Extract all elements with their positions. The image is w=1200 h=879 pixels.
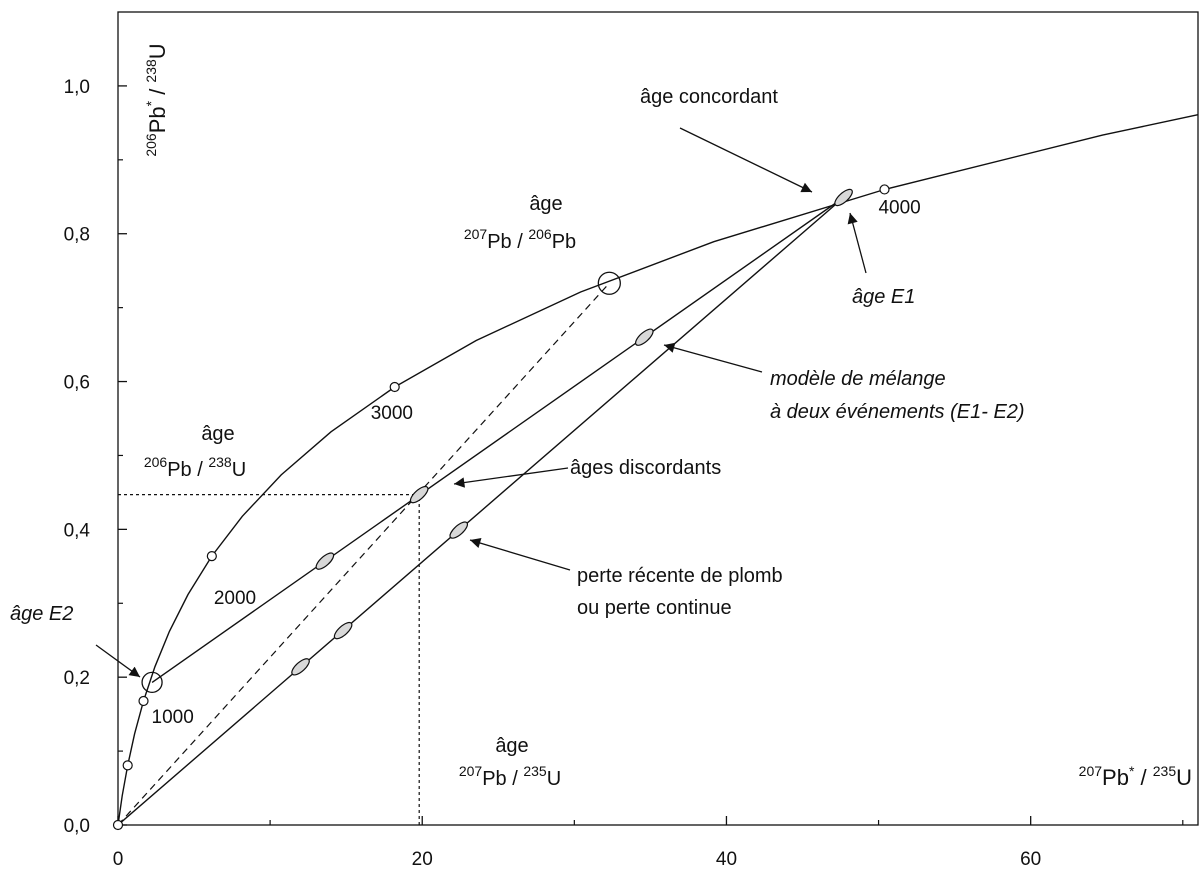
arrow bbox=[469, 538, 571, 571]
annotation: âge E1 bbox=[852, 286, 915, 308]
y-tick-label: 0,4 bbox=[64, 520, 91, 541]
text-part: 235 bbox=[1153, 763, 1177, 779]
annotation: âge bbox=[529, 193, 562, 215]
x-tick-label: 0 bbox=[113, 849, 124, 870]
text-part: 207 bbox=[459, 763, 483, 779]
text-part: Pb / bbox=[167, 459, 208, 481]
line-solid bbox=[151, 196, 845, 683]
x-tick-label: 60 bbox=[1020, 849, 1041, 870]
y-tick-label: 0,2 bbox=[64, 668, 90, 689]
large-point bbox=[597, 271, 621, 295]
x-tick-label: 20 bbox=[412, 849, 433, 870]
annotation: âge bbox=[495, 735, 528, 757]
age-label: 3000 bbox=[371, 403, 413, 424]
text-part: 235 bbox=[523, 763, 547, 779]
analysis-ellipse bbox=[291, 658, 310, 676]
annotation: âge E2 bbox=[10, 603, 73, 625]
analysis-ellipse bbox=[634, 328, 654, 346]
annotation: ou perte continue bbox=[577, 597, 732, 619]
text-part: Pb bbox=[1102, 765, 1129, 790]
text-part: / bbox=[1134, 765, 1152, 790]
analysis-ellipse bbox=[449, 521, 469, 539]
y-tick-label: 0,0 bbox=[64, 816, 90, 837]
text-part: U bbox=[232, 459, 246, 481]
arrow bbox=[847, 212, 867, 274]
age-marker bbox=[112, 819, 124, 831]
annotation: âge concordant bbox=[640, 86, 778, 108]
text-part: / bbox=[145, 83, 170, 101]
annotation: 206Pb / 238U bbox=[144, 454, 246, 481]
analysis-ellipse bbox=[315, 552, 335, 570]
text-part: 206 bbox=[144, 454, 168, 470]
age-marker bbox=[389, 381, 400, 393]
analysis-ellipse bbox=[834, 188, 853, 207]
x-tick-label: 40 bbox=[716, 849, 737, 870]
text-part: Pb / bbox=[482, 768, 523, 790]
plot-frame bbox=[117, 11, 1199, 826]
text-part: Pb bbox=[552, 231, 576, 253]
text-part: U bbox=[1176, 765, 1192, 790]
text-part: U bbox=[145, 43, 170, 59]
text-part: 238 bbox=[143, 59, 159, 83]
y-tick-label: 0,6 bbox=[64, 373, 90, 394]
age-label: 2000 bbox=[214, 588, 256, 609]
age-label: 4000 bbox=[878, 197, 920, 218]
text-part: 238 bbox=[208, 454, 232, 470]
annotation: 207Pb / 206Pb bbox=[464, 226, 576, 253]
annotation: âge bbox=[201, 423, 234, 445]
analysis-ellipse bbox=[333, 621, 353, 640]
y-tick-label: 0,8 bbox=[64, 225, 90, 246]
arrow bbox=[663, 342, 763, 373]
arrow bbox=[453, 467, 569, 488]
age-marker bbox=[138, 695, 149, 707]
annotation: âges discordants bbox=[570, 457, 721, 479]
y-axis-label: 206Pb* / 238U bbox=[143, 43, 170, 156]
y-tick-label: 1,0 bbox=[64, 77, 90, 98]
arrow bbox=[95, 644, 141, 678]
text-part: Pb / bbox=[487, 231, 528, 253]
arrow bbox=[679, 127, 813, 193]
line-solid bbox=[117, 196, 845, 826]
x-axis-label: 207Pb* / 235U bbox=[1079, 763, 1192, 790]
text-part: U bbox=[547, 768, 561, 790]
text-part: * bbox=[143, 100, 159, 106]
large-point bbox=[141, 671, 163, 694]
analysis-ellipse bbox=[409, 485, 429, 504]
age-marker bbox=[206, 551, 217, 562]
text-part: 206 bbox=[143, 133, 159, 157]
age-label: 1000 bbox=[152, 707, 194, 728]
text-part: 206 bbox=[528, 226, 552, 242]
age-marker bbox=[879, 184, 890, 195]
age-marker bbox=[122, 760, 133, 771]
annotation: 207Pb / 235U bbox=[459, 763, 561, 790]
text-part: 207 bbox=[464, 226, 488, 242]
line-dashed bbox=[117, 282, 610, 826]
text-part: Pb bbox=[145, 106, 170, 133]
text-part: * bbox=[1129, 763, 1135, 779]
annotation: à deux événements (E1- E2) bbox=[770, 401, 1025, 423]
annotation: modèle de mélange bbox=[770, 368, 946, 390]
annotation: perte récente de plomb bbox=[577, 565, 783, 587]
arrows bbox=[95, 127, 867, 678]
concordia-curve bbox=[117, 114, 1199, 826]
text-part: 207 bbox=[1079, 763, 1103, 779]
